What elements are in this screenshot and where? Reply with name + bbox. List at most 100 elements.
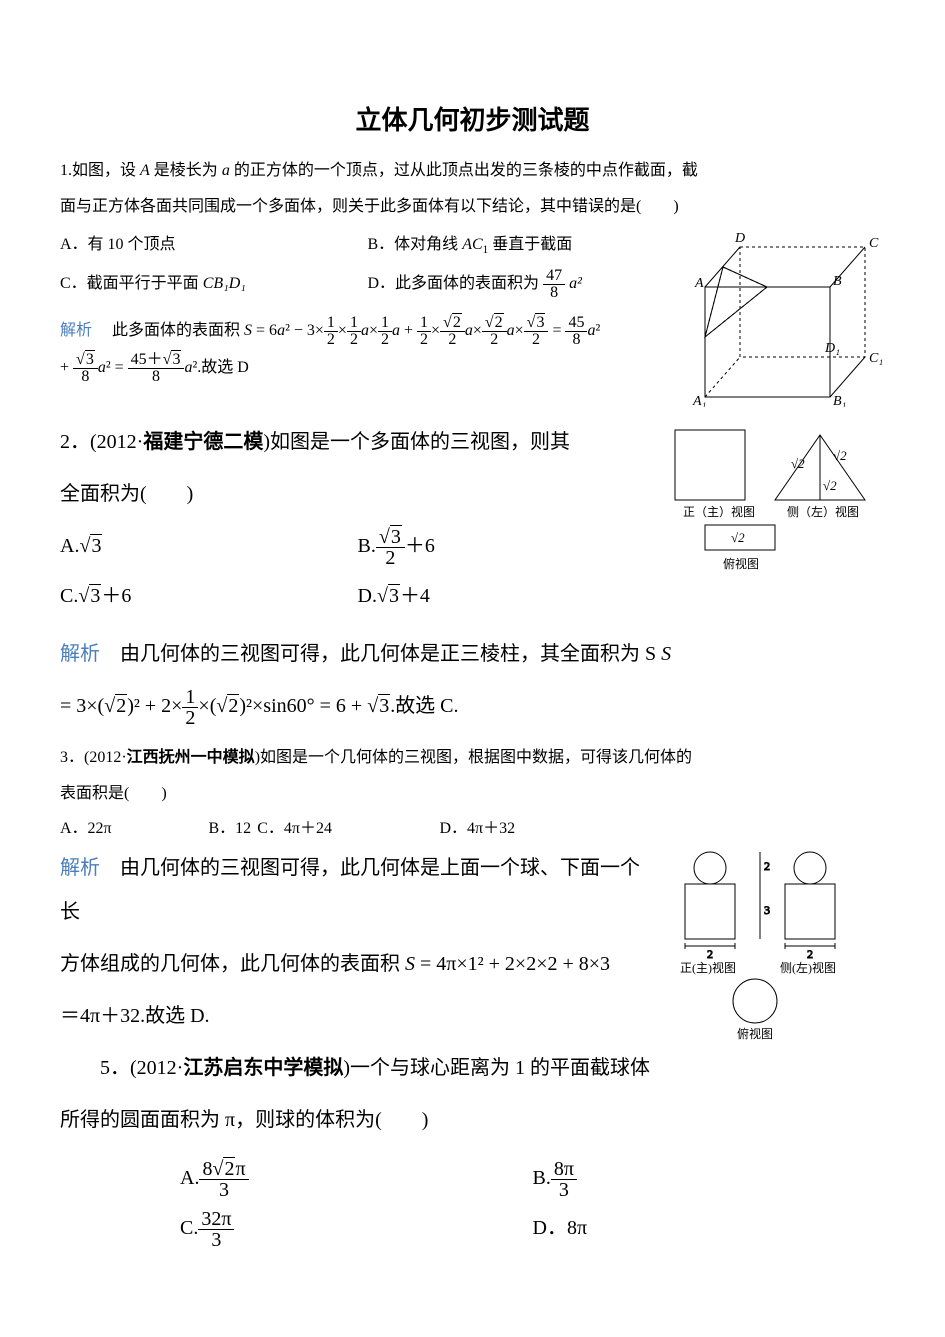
svg-text:A: A [694, 276, 704, 291]
q2-optB-num: 3 [390, 525, 402, 548]
q3-figure: 2 3 2 2 正(主)视图 侧(左)视图 俯视图 [665, 846, 885, 1046]
q2-sol-line2: = 3×(2)² + 2×12×(2)²×sin60° = 6 + 3.故选 C… [60, 684, 885, 728]
q1-optD-post: a² [569, 275, 582, 292]
q5-optA-pre: A. [180, 1167, 199, 1189]
q1-optD: D．此多面体的表面积为 478 a² [368, 268, 676, 301]
q1-stem2: 面与正方体各面共同围成一个多面体，则关于此多面体有以下结论，其中错误的是( ) [60, 191, 885, 223]
q2-optB-den: 2 [376, 548, 405, 568]
q3-sol2-pre: 方体组成的几何体，此几何体的表面积 [60, 953, 405, 975]
q1-stem1-text: 1.如图，设 A 是棱长为 a 的正方体的一个顶点，过从此顶点出发的三条棱的中点… [60, 162, 698, 179]
q5-optB-den: 3 [551, 1180, 577, 1200]
q2-optB: B. 32＋6 [358, 524, 656, 568]
q2-stem1-post: )如图是一个多面体的三视图，则其 [263, 431, 570, 453]
q1-sol-label: 解析 [60, 322, 92, 339]
q5-optB-pre: B. [533, 1167, 551, 1189]
q5-row-cd: C.32π3 D．8π [60, 1206, 885, 1250]
q2-optA-pre: A. [60, 535, 79, 557]
q5-row-ab: A.82π3 B.8π3 [60, 1156, 885, 1200]
q2-optD-pre: D. [358, 585, 377, 607]
page-title: 立体几何初步测试题 [60, 100, 885, 137]
svg-text:侧(左)视图: 侧(左)视图 [780, 960, 836, 975]
q2-optC-pre: C. [60, 585, 78, 607]
q2-row-ab: A.3 B.32＋6 [60, 524, 655, 568]
q5-stem1-bold: 江苏启东中学模拟 [183, 1057, 343, 1079]
q3-optD: D．4π＋32 [440, 814, 622, 838]
q2-optA: A. 3 [60, 524, 358, 568]
q5-optC-num: 32π [198, 1209, 234, 1230]
q5-optC-den: 3 [198, 1230, 234, 1250]
q5-stem1-pre: 5．(2012· [100, 1057, 183, 1079]
q1-row-cd: C．截面平行于平面 CB₁D₁ D．此多面体的表面积为 478 a² [60, 268, 675, 301]
q3-sol1: 由几何体的三视图可得，此几何体是上面一个球、下面一个长 [60, 857, 640, 923]
q3-opts: A．22π B．12C．4π＋24 D．4π＋32 [60, 814, 885, 838]
svg-text:√2: √2 [791, 456, 805, 471]
q3-stem2: 表面积是( ) [60, 778, 885, 810]
q2-row-cd: C.3＋6 D.3＋4 [60, 574, 655, 618]
svg-text:侧（左）视图: 侧（左）视图 [787, 504, 859, 519]
q2-figure: √2 √2 √2 √2 正（主）视图 侧（左）视图 俯视图 [665, 420, 885, 595]
svg-text:B: B [833, 274, 842, 289]
q3-stem1-pre: 3．(2012· [60, 749, 127, 766]
q1-sol-pre: 此多面体的表面积 [96, 322, 244, 339]
q1-stem1: 1.如图，设 A 是棱长为 a 的正方体的一个顶点，过从此顶点出发的三条棱的中点… [60, 155, 885, 187]
q1-optC: C．截面平行于平面 CB₁D₁ [60, 268, 368, 301]
svg-text:2: 2 [707, 947, 713, 961]
svg-text:2: 2 [764, 859, 770, 873]
q3-stem1: 3．(2012·江西抚州一中模拟)如图是一个几何体的三视图，根据图中数据，可得该… [60, 742, 885, 774]
svg-text:B₁: B₁ [833, 394, 846, 407]
svg-text:俯视图: 俯视图 [737, 1026, 773, 1041]
q2-optC-post: ＋6 [101, 585, 131, 607]
q3-stem1-bold: 江西抚州一中模拟 [127, 749, 255, 766]
q1-optC-pre: C．截面平行于平面 [60, 275, 203, 292]
q1-row-ab: A．有 10 个顶点 B．体对角线 AC1 垂直于截面 [60, 229, 675, 262]
q5-stem1-post: )一个与球心距离为 1 的平面截球体 [343, 1057, 650, 1079]
svg-text:√2: √2 [833, 448, 847, 463]
svg-text:D₁: D₁ [824, 341, 840, 356]
q5-optD: D．8π [533, 1206, 886, 1250]
q5-optB-num: 8π [551, 1159, 577, 1180]
svg-text:3: 3 [764, 903, 770, 917]
q5-stem1: 5．(2012·江苏启东中学模拟)一个与球心距离为 1 的平面截球体 [60, 1046, 885, 1090]
q2-optB-post: ＋6 [405, 535, 435, 557]
q2-optC: C. 3＋6 [60, 574, 358, 618]
svg-text:√2: √2 [731, 530, 745, 545]
svg-text:D: D [734, 231, 745, 246]
q3-optA: A．22π [60, 814, 209, 838]
q1-sol-end: 故选 D [201, 359, 249, 376]
svg-text:C₁: C₁ [869, 351, 883, 366]
q5-optB: B.8π3 [533, 1156, 886, 1200]
q5-stem2: 所得的圆面面积为 π，则球的体积为( ) [60, 1098, 885, 1142]
q2-optD-post: ＋4 [400, 585, 430, 607]
q2-optB-pre: B. [358, 535, 376, 557]
q1-optD-pre: D．此多面体的表面积为 [368, 275, 540, 292]
svg-text:C: C [869, 236, 879, 251]
q1-optC-plane: CB₁D₁ [203, 275, 246, 292]
q5-optA-den: 3 [199, 1180, 248, 1200]
q2-optC-val: 3 [89, 584, 101, 607]
q2-stem1-bold: 福建宁德二模 [143, 431, 263, 453]
q2-sol1: 由几何体的三视图可得，此几何体是正三棱柱，其全面积为 S [100, 643, 656, 665]
svg-text:俯视图: 俯视图 [723, 556, 759, 571]
q1-optB: B．体对角线 AC1 垂直于截面 [368, 229, 676, 262]
q2-stem1-pre: 2．(2012· [60, 431, 143, 453]
q1-optD-den: 8 [543, 285, 565, 301]
q5-optC: C.32π3 [180, 1206, 533, 1250]
q2-optD: D. 3＋4 [358, 574, 656, 618]
q2-optD-val: 3 [388, 584, 400, 607]
q3-sol-label: 解析 [60, 857, 100, 879]
q5-optC-pre: C. [180, 1217, 198, 1239]
q2-sol-line1: 解析 由几何体的三视图可得，此几何体是正三棱柱，其全面积为 S S [60, 632, 885, 676]
q1-figure-cube: D C A B D₁ C₁ A₁ B₁ [685, 227, 885, 412]
q2-optA-val: 3 [90, 534, 102, 557]
q5-optA: A.82π3 [180, 1156, 533, 1200]
q2-sol-end: 故选 C. [395, 695, 458, 717]
svg-text:正(主)视图: 正(主)视图 [680, 960, 736, 975]
svg-text:A₁: A₁ [692, 394, 706, 407]
svg-text:正（主）视图: 正（主）视图 [683, 504, 755, 519]
q3-stem1-post: )如图是一个几何体的三视图，根据图中数据，可得该几何体的 [255, 749, 692, 766]
q3-optBC: B．12C．4π＋24 [209, 814, 440, 838]
svg-text:√2: √2 [823, 478, 837, 493]
q2-sol-label: 解析 [60, 643, 100, 665]
svg-text:2: 2 [807, 947, 813, 961]
q1-optA: A．有 10 个顶点 [60, 229, 368, 262]
